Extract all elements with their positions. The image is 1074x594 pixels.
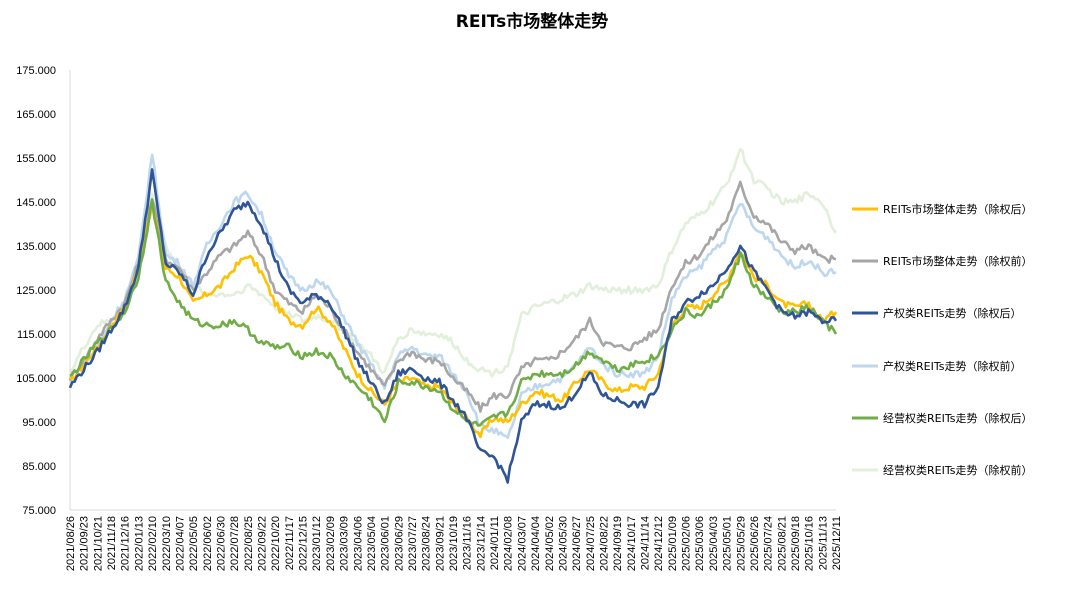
x-tick-label: 2022/03/10 (161, 516, 173, 571)
x-tick-label: 2023/08/24 (421, 516, 433, 571)
x-tick-label: 2021/12/16 (120, 516, 132, 571)
legend-label: REITs市场整体走势（除权后） (883, 202, 1032, 216)
x-tick-label: 2023/11/16 (462, 516, 474, 570)
x-tick-label: 2025/02/06 (681, 516, 693, 571)
series-line-4 (69, 198, 838, 427)
x-tick-label: 2023/06/29 (393, 516, 405, 571)
x-tick-label: 2025/05/29 (735, 516, 747, 571)
x-tick-label: 2023/02/09 (325, 516, 337, 571)
x-tick-label: 2024/06/27 (571, 516, 583, 571)
x-tick-label: 2023/09/21 (434, 516, 446, 571)
y-tick-labels: 75.000 85.000 95.000 105.000 115.000 125.000 1… (16, 65, 56, 517)
legend-label: 经营权类REITs走势（除权后） (883, 411, 1032, 425)
x-tick-label: 2024/07/25 (585, 516, 597, 571)
x-tick-label: 2025/08/21 (776, 516, 788, 571)
x-tick-label: 2025/10/16 (804, 516, 816, 571)
x-tick-label: 2024/03/07 (516, 516, 528, 571)
y-tick-label: 85.000 (22, 461, 56, 473)
x-tick-label: 2024/01/11 (489, 516, 501, 570)
x-tick-label: 2022/07/28 (229, 516, 241, 571)
x-tick-label: 2023/06/01 (380, 516, 392, 571)
x-tick-label: 2025/07/24 (763, 516, 775, 571)
x-tick-label: 2022/01/13 (133, 516, 145, 571)
x-tick-label: 2022/10/20 (270, 516, 282, 571)
x-tick-label: 2021/11/18 (106, 516, 118, 570)
y-tick-label: 165.000 (16, 109, 56, 121)
x-tick-label: 2021/09/23 (79, 516, 91, 571)
x-tick-label: 2025/12/11 (831, 516, 843, 570)
x-tick-label: 2025/01/09 (667, 516, 679, 571)
x-tick-label: 2023/01/12 (311, 516, 323, 571)
x-tick-label: 2025/03/06 (694, 516, 706, 571)
x-tick-label: 2022/11/17 (284, 516, 296, 570)
x-tick-label: 2022/09/22 (257, 516, 269, 571)
x-tick-label: 2025/09/18 (790, 516, 802, 571)
x-tick-label: 2024/10/17 (626, 516, 638, 571)
series-lines (68, 147, 838, 484)
x-tick-label: 2024/09/19 (612, 516, 624, 571)
x-tick-label: 2024/05/02 (544, 516, 556, 571)
x-tick-label: 2023/05/04 (366, 516, 378, 571)
y-tick-label: 95.000 (22, 417, 56, 429)
x-tick-label: 2024/11/14 (640, 516, 652, 570)
x-tick-label: 2022/02/10 (147, 516, 159, 571)
x-tick-label: 2022/08/25 (243, 516, 255, 571)
x-tick-label: 2023/04/06 (352, 516, 364, 571)
x-tick-label: 2025/04/03 (708, 516, 720, 571)
series-line-2 (68, 168, 838, 484)
legend-label: 产权类REITs走势（除权前） (883, 359, 1021, 373)
x-tick-label: 2024/08/22 (598, 516, 610, 571)
y-tick-label: 105.000 (16, 373, 56, 385)
x-tick-label: 2024/02/08 (503, 516, 515, 571)
legend-label: REITs市场整体走势（除权前） (883, 254, 1032, 268)
x-tick-label: 2021/08/26 (65, 516, 77, 571)
x-tick-label: 2022/06/30 (215, 516, 227, 571)
legend-label: 产权类REITs走势（除权后） (883, 306, 1021, 320)
x-tick-label: 2022/06/02 (202, 516, 214, 571)
legend-label: 经营权类REITs走势（除权前） (883, 463, 1032, 477)
chart-title: REITs市场整体走势 (456, 11, 609, 32)
x-tick-label: 2021/10/21 (92, 516, 104, 571)
x-tick-label: 2023/03/09 (339, 516, 351, 571)
x-tick-label: 2022/12/15 (298, 516, 310, 571)
legend: REITs市场整体走势（除权后） REITs市场整体走势（除权前） 产权类REITs… (852, 202, 1032, 477)
x-tick-label: 2024/12/12 (653, 516, 665, 571)
x-tick-label: 2023/10/19 (448, 516, 460, 571)
series-line-5 (68, 147, 838, 378)
y-tick-label: 175.000 (16, 65, 56, 77)
x-tick-label: 2022/04/07 (174, 516, 186, 571)
x-tick-label: 2025/05/01 (722, 516, 734, 571)
x-tick-label: 2025/06/26 (749, 516, 761, 571)
x-tick-label: 2022/05/05 (188, 516, 200, 571)
x-tick-label: 2024/04/04 (530, 516, 542, 571)
y-tick-label: 75.000 (22, 505, 56, 517)
y-tick-label: 115.000 (17, 329, 56, 341)
y-tick-label: 145.000 (16, 197, 56, 209)
x-tick-label: 2023/07/27 (407, 516, 419, 571)
x-tick-label: 2023/12/14 (475, 516, 487, 571)
y-tick-label: 125.000 (16, 285, 56, 297)
x-tick-label: 2025/11/13 (817, 516, 829, 570)
x-tick-label: 2024/05/30 (557, 516, 569, 571)
y-tick-label: 155.000 (16, 153, 56, 165)
x-tick-labels: 2021/08/26 2021/09/23 2021/10/21 2021/11/18… (65, 516, 843, 571)
series-line-3 (68, 153, 837, 439)
y-tick-label: 135.000 (16, 241, 56, 253)
